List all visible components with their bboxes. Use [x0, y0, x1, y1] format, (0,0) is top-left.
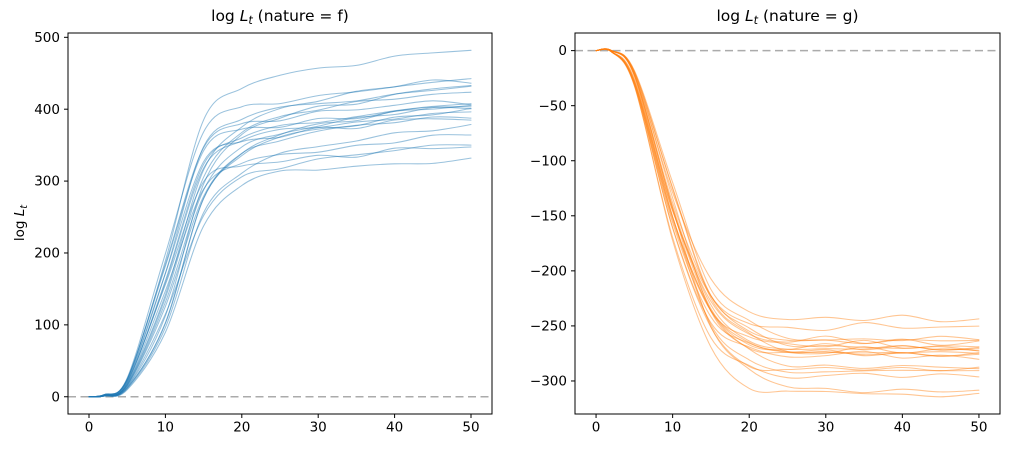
- trajectory-line: [88, 157, 472, 398]
- y-tick-label: 200: [34, 246, 60, 262]
- trajectory-line: [88, 106, 472, 398]
- x-tick-label: 30: [310, 420, 327, 436]
- y-tick-label: 500: [34, 30, 60, 46]
- y-axis-label-prefix: log: [12, 216, 29, 242]
- x-tick-label: 0: [85, 420, 94, 436]
- trajectory-line: [595, 48, 980, 360]
- trajectory-line: [88, 106, 472, 398]
- x-tick-label: 0: [592, 420, 601, 436]
- trajectory-line: [88, 103, 472, 398]
- trajectory-line: [88, 111, 472, 398]
- trajectory-line: [595, 48, 980, 346]
- trajectory-line: [88, 79, 472, 398]
- trajectory-line: [595, 48, 980, 398]
- trajectory-line: [595, 48, 980, 357]
- trajectory-line: [595, 48, 980, 374]
- panel-g-title-var: L: [745, 7, 754, 25]
- y-tick-label: −150: [530, 208, 567, 224]
- trajectory-line: [595, 48, 980, 351]
- trajectory-line: [595, 48, 980, 394]
- y-axis-label: log Lt: [12, 205, 30, 241]
- trajectory-line: [88, 123, 472, 398]
- trajectory-line: [88, 107, 472, 398]
- y-tick-label: 0: [51, 389, 60, 405]
- trajectory-line: [595, 48, 980, 323]
- trajectory-line: [595, 48, 980, 344]
- panel-f-title-suffix: (nature = f): [252, 7, 349, 25]
- trajectory-line: [595, 48, 980, 370]
- trajectory-line: [595, 48, 980, 352]
- trajectory-line: [595, 48, 980, 379]
- y-tick-label: −100: [530, 153, 567, 169]
- trajectory-line: [88, 100, 472, 398]
- trajectory-line: [88, 78, 472, 398]
- trajectory-line: [88, 85, 472, 398]
- trajectory-line: [595, 48, 980, 356]
- trajectory-line: [88, 116, 472, 398]
- panel-g: 0 10 20 30 40 50 0 −50 −100 −150 −200 −250 −300: [530, 32, 1001, 436]
- panel-g-title: log Lt (nature = g): [575, 6, 1000, 28]
- x-tick-label: 40: [386, 420, 403, 436]
- panel-g-title-suffix: (nature = g): [758, 7, 859, 25]
- trajectory-line: [595, 48, 980, 351]
- x-tick-label: 50: [970, 420, 987, 436]
- trajectory-line: [88, 146, 472, 398]
- y-tick-label: 300: [34, 174, 60, 190]
- y-tick-label: −250: [530, 318, 567, 334]
- panel-f-title-sub: t: [248, 14, 253, 28]
- trajectory-line: [595, 48, 980, 342]
- trajectory-line: [595, 48, 980, 355]
- trajectory-line: [88, 134, 472, 398]
- panel-g-title-sub: t: [753, 14, 759, 28]
- panel-g-title-prefix: log: [716, 7, 746, 25]
- panel-f-title-var: L: [239, 7, 249, 25]
- trajectory-line: [595, 48, 980, 372]
- panel-f-title: log Lt (nature = f): [68, 6, 492, 28]
- trajectory-line: [595, 48, 980, 357]
- y-tick-label: 0: [558, 43, 567, 59]
- axes-spines: [67, 32, 493, 415]
- x-tick-label: 20: [741, 420, 758, 436]
- x-tick-label: 30: [817, 420, 834, 436]
- trajectory-line: [88, 104, 472, 398]
- y-tick-label: −200: [530, 263, 567, 279]
- y-tick-label: 400: [34, 102, 60, 118]
- trajectory-line: [88, 118, 472, 398]
- axes-spines: [574, 32, 1001, 415]
- y-axis-label-sub: t: [18, 204, 30, 209]
- trajectory-line: [88, 91, 472, 398]
- trajectory-line: [595, 48, 980, 349]
- y-tick-label: 100: [34, 317, 60, 333]
- x-tick-label: 50: [462, 420, 479, 436]
- y-axis-label-var: L: [12, 208, 29, 217]
- x-tick-label: 10: [157, 420, 174, 436]
- trajectory-line: [88, 84, 472, 398]
- x-tick-label: 10: [664, 420, 681, 436]
- trajectory-line: [88, 49, 472, 398]
- x-tick-label: 40: [894, 420, 911, 436]
- y-tick-label: −50: [539, 98, 568, 114]
- y-tick-label: −300: [530, 374, 567, 390]
- x-tick-label: 20: [233, 420, 250, 436]
- trajectory-line: [595, 48, 980, 332]
- panel-f-title-prefix: log: [211, 7, 240, 25]
- trajectory-line: [88, 144, 472, 398]
